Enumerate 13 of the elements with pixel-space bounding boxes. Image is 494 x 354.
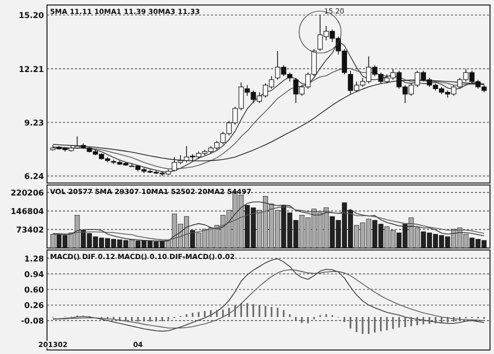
y-tick-label: 73402 (16, 226, 44, 235)
y-tick-label: 6.24 (24, 172, 44, 181)
y-tick-label: 1.28 (24, 254, 44, 264)
line-series (52, 269, 484, 328)
y-tick-label: 0.94 (24, 270, 44, 279)
y-tick-label: 220206 (10, 188, 44, 198)
y-tick-label: -0.08 (20, 316, 44, 326)
y-tick-label: 0.26 (24, 301, 44, 310)
y-tick-label: 0.60 (24, 285, 44, 294)
y-tick-label: 12.21 (18, 64, 44, 74)
y-tick-label: 9.23 (24, 118, 44, 128)
y-tick-label: 15.20 (18, 11, 44, 20)
y-tick-label: 146804 (10, 207, 44, 216)
